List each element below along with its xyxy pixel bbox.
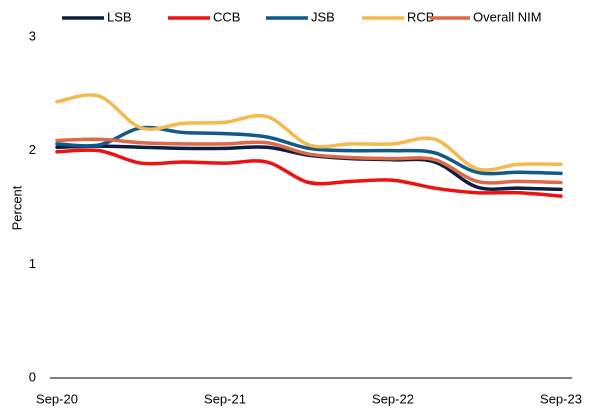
series-line	[55, 148, 563, 198]
legend-label: Overall NIM	[473, 9, 542, 24]
legend-label: CCB	[213, 9, 240, 24]
y-tick-label: 3	[29, 28, 36, 43]
y-tick-label: 2	[29, 142, 36, 157]
y-tick-label: 1	[29, 256, 36, 271]
x-tick-label: Sep-21	[204, 391, 246, 406]
x-tick-label: Sep-23	[540, 391, 582, 406]
x-tick-label: Sep-22	[372, 391, 414, 406]
x-tick-label: Sep-20	[36, 391, 78, 406]
legend-label: RCB	[407, 9, 434, 24]
y-tick-label: 0	[29, 369, 36, 384]
y-axis-label: Percent	[9, 185, 24, 230]
series-line	[55, 125, 563, 176]
series-line	[55, 137, 563, 185]
legend-label: LSB	[107, 9, 132, 24]
legend-label: JSB	[311, 9, 335, 24]
series-line	[55, 93, 563, 172]
